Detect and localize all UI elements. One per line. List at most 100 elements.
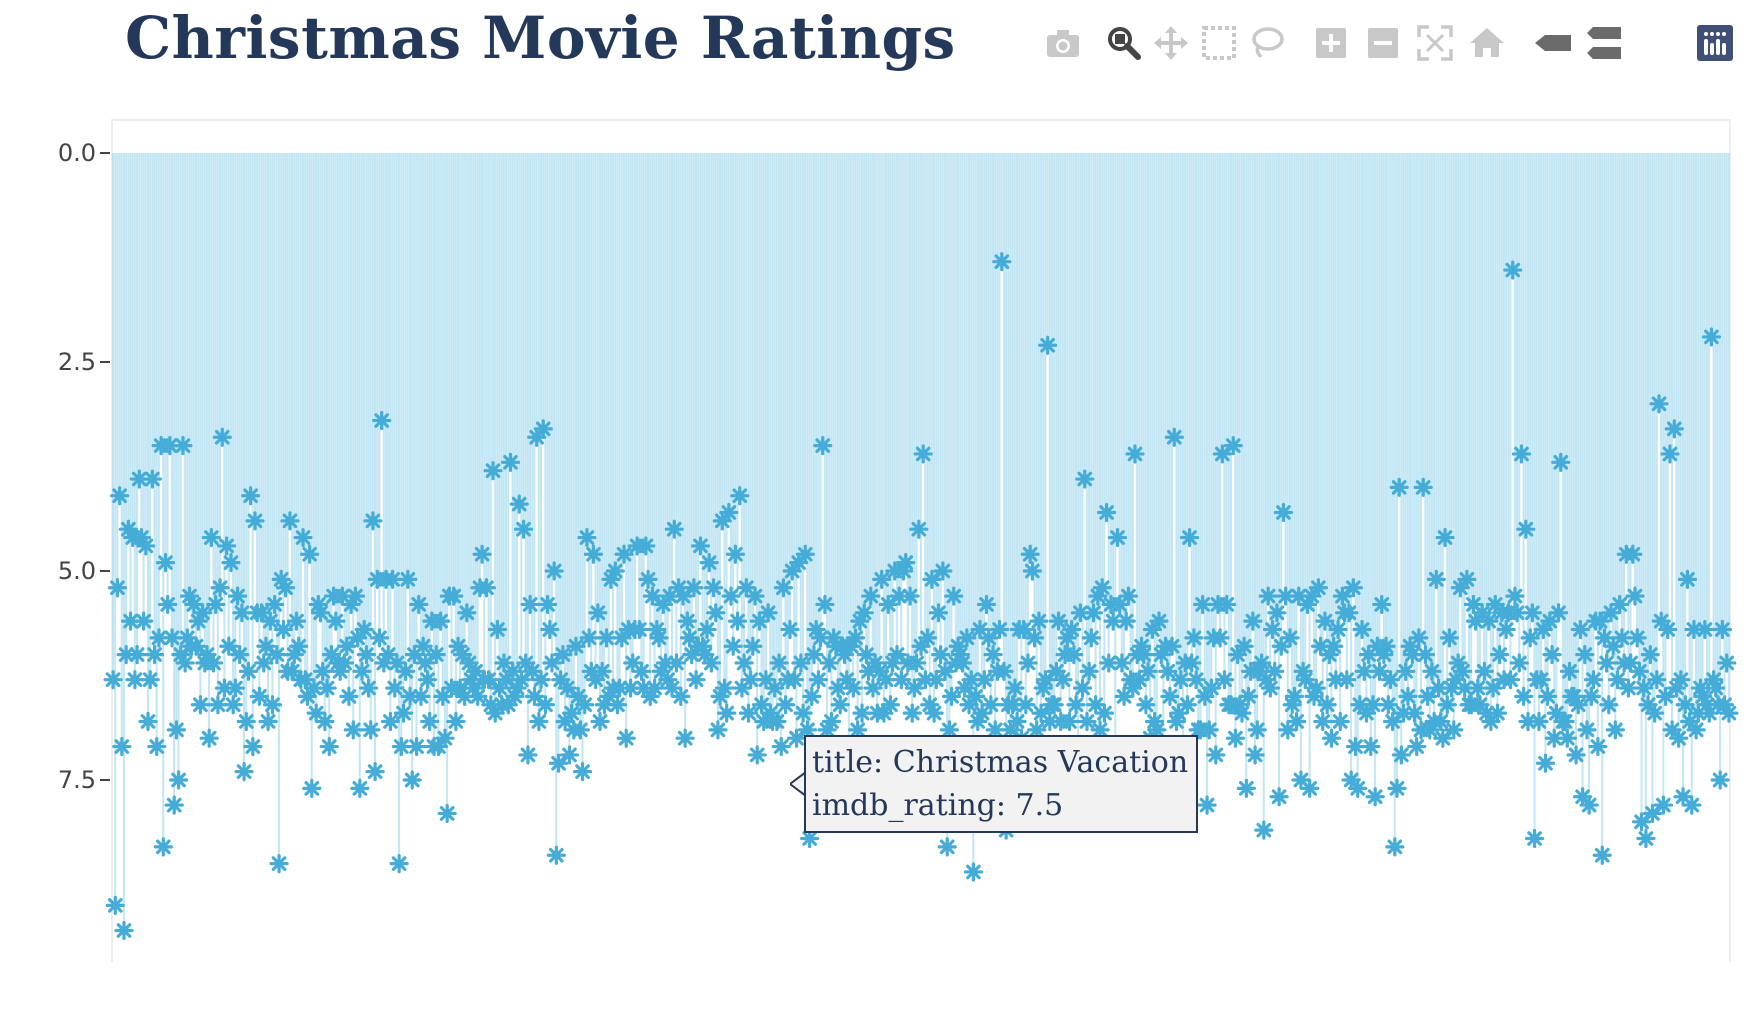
rating-marker[interactable] — [1647, 670, 1667, 690]
rating-bar[interactable] — [1498, 153, 1501, 655]
rating-bar[interactable] — [802, 153, 805, 714]
rating-marker[interactable] — [1254, 820, 1274, 840]
rating-bar[interactable] — [1402, 153, 1405, 714]
rating-marker[interactable] — [1472, 603, 1492, 623]
rating-marker[interactable] — [479, 670, 499, 690]
rating-marker[interactable] — [234, 762, 254, 782]
rating-marker[interactable] — [1003, 695, 1023, 715]
rating-bar[interactable] — [415, 153, 418, 747]
rating-bar[interactable] — [1352, 153, 1355, 588]
rating-bar[interactable] — [1723, 153, 1726, 705]
rating-marker[interactable] — [760, 703, 780, 723]
rating-bar[interactable] — [1129, 153, 1132, 680]
rating-bar[interactable] — [640, 153, 643, 672]
rating-bar[interactable] — [243, 153, 246, 772]
rating-marker[interactable] — [533, 419, 553, 439]
rating-marker[interactable] — [804, 645, 824, 665]
rating-bar[interactable] — [133, 153, 136, 680]
rating-bar[interactable] — [961, 153, 964, 663]
rating-bar[interactable] — [1644, 153, 1647, 839]
rating-marker[interactable] — [356, 645, 376, 665]
rating-marker[interactable] — [1354, 661, 1374, 681]
rating-bar[interactable] — [795, 153, 798, 739]
rating-bar[interactable] — [376, 153, 379, 580]
rating-bar[interactable] — [1020, 153, 1023, 739]
rating-marker[interactable] — [727, 611, 748, 631]
rating-bar[interactable] — [607, 153, 610, 697]
rating-bar[interactable] — [1374, 153, 1377, 797]
rating-bar[interactable] — [1251, 153, 1254, 622]
rating-bar[interactable] — [860, 153, 863, 714]
rating-marker[interactable] — [950, 645, 970, 665]
rating-bar[interactable] — [1692, 153, 1695, 630]
rating-marker[interactable] — [461, 670, 481, 690]
rating-marker[interactable] — [782, 561, 802, 581]
rating-marker[interactable] — [520, 594, 540, 615]
rating-marker[interactable] — [1719, 703, 1739, 723]
rating-marker[interactable] — [332, 586, 352, 606]
rating-bar[interactable] — [1247, 153, 1250, 697]
rating-marker[interactable] — [1448, 653, 1468, 673]
rating-bar[interactable] — [1631, 153, 1634, 555]
rating-bar[interactable] — [963, 153, 966, 689]
rating-marker[interactable] — [944, 586, 964, 606]
rating-bar[interactable] — [1651, 153, 1654, 814]
rating-marker[interactable] — [544, 561, 564, 581]
rating-bar[interactable] — [1727, 153, 1730, 714]
rating-marker[interactable] — [1038, 335, 1058, 355]
rating-marker[interactable] — [199, 728, 219, 748]
rating-bar[interactable] — [1671, 153, 1674, 730]
rating-bar[interactable] — [1612, 153, 1615, 647]
rating-marker[interactable] — [131, 527, 152, 548]
rating-marker[interactable] — [741, 670, 761, 690]
rating-marker[interactable] — [210, 578, 230, 598]
rating-marker[interactable] — [321, 645, 342, 665]
rating-bar[interactable] — [1574, 153, 1577, 755]
rating-marker[interactable] — [1103, 611, 1123, 631]
rating-marker[interactable] — [1313, 711, 1333, 732]
rating-bar[interactable] — [911, 153, 914, 714]
rating-bar[interactable] — [585, 153, 588, 538]
rating-marker[interactable] — [1455, 678, 1475, 698]
rating-marker[interactable] — [134, 611, 154, 631]
rating-bar[interactable] — [325, 153, 328, 689]
rating-bar[interactable] — [1271, 153, 1274, 630]
rating-bar[interactable] — [950, 153, 953, 697]
rating-bar[interactable] — [465, 153, 468, 613]
rating-marker[interactable] — [400, 686, 420, 706]
rating-bar[interactable] — [487, 153, 490, 680]
rating-marker[interactable] — [1090, 720, 1110, 740]
rating-marker[interactable] — [1186, 670, 1206, 690]
rating-marker[interactable] — [594, 695, 614, 715]
rating-bar[interactable] — [1441, 153, 1444, 739]
rating-marker[interactable] — [1075, 469, 1095, 489]
rating-marker[interactable] — [1577, 720, 1597, 740]
rating-marker[interactable] — [1282, 695, 1302, 715]
rating-marker[interactable] — [736, 578, 756, 598]
rating-marker[interactable] — [175, 653, 195, 673]
rating-marker[interactable] — [1428, 678, 1449, 698]
rating-bar[interactable] — [703, 153, 706, 655]
rating-bar[interactable] — [467, 153, 470, 663]
rating-bar[interactable] — [670, 153, 673, 689]
rating-marker[interactable] — [1206, 745, 1226, 765]
rating-marker[interactable] — [645, 678, 665, 698]
rating-marker[interactable] — [913, 444, 933, 464]
rating-bar[interactable] — [1437, 153, 1440, 689]
rating-marker[interactable] — [171, 645, 191, 665]
rating-marker[interactable] — [669, 578, 689, 598]
rating-marker[interactable] — [791, 653, 811, 673]
rating-bar[interactable] — [1090, 153, 1093, 638]
rating-marker[interactable] — [1066, 695, 1086, 715]
rating-bar[interactable] — [1310, 153, 1313, 597]
rating-marker[interactable] — [249, 686, 269, 706]
rating-marker[interactable] — [203, 653, 224, 673]
rating-bar[interactable] — [954, 153, 957, 663]
rating-bar[interactable] — [507, 153, 510, 705]
rating-marker[interactable] — [1072, 678, 1093, 698]
rating-marker[interactable] — [348, 628, 368, 648]
rating-marker[interactable] — [730, 486, 750, 506]
rating-marker[interactable] — [382, 569, 403, 589]
rating-marker[interactable] — [168, 770, 189, 790]
rating-bar[interactable] — [1190, 153, 1193, 663]
